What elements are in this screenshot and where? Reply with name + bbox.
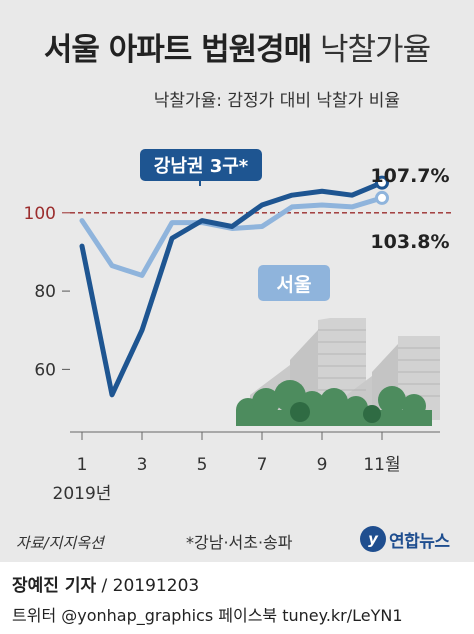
logo-mark: y — [360, 526, 386, 552]
facebook-link: 페이스북 tuney.kr/LeYN1 — [218, 606, 403, 625]
x-tick-label-5: 5 — [197, 455, 208, 475]
gangnam-end-value: 107.7% — [370, 165, 449, 187]
series-line-1 — [79, 195, 385, 278]
logo-text: 연합뉴스 — [389, 531, 450, 552]
footnote: *강남·서초·송파 — [186, 533, 293, 552]
gangnam-label-text: 강남권 3구* — [154, 156, 249, 177]
credit-separator: / — [101, 576, 113, 596]
seoul-end-value: 103.8% — [370, 231, 449, 253]
x-tick-label-7: 7 — [257, 455, 268, 475]
series-labels: 강남권 3구* 서울 107.7% 103.8% — [140, 149, 450, 301]
chart-panel — [0, 0, 474, 562]
credit-line: 장예진 기자 / 20191203 — [12, 571, 199, 596]
axes: 60 80 100 1 3 5 7 9 11월 2019년 — [24, 204, 440, 504]
title-sub: 낙찰가율 — [320, 32, 431, 68]
y-tick-label-60: 60 — [34, 360, 56, 380]
line-chart: 60 80 100 1 3 5 7 9 11월 2019년 강남권 3구* 서울 107.7% 103.… — [24, 149, 452, 504]
social-line: 트위터 @yonhap_graphics 페이스북 tuney.kr/LeYN1 — [12, 602, 403, 626]
x-tick-label-1: 1 — [77, 455, 88, 475]
page-title: 서울 아파트 법원경매 낙찰가율 — [0, 24, 474, 69]
x-tick-label-9: 9 — [317, 455, 328, 475]
title-main: 서울 아파트 법원경매 — [43, 32, 312, 68]
seoul-label-text: 서울 — [277, 274, 312, 296]
apartment-illustration — [236, 318, 440, 426]
chart-subtitle: 낙찰가율: 감정가 대비 낙찰가 비율 — [153, 91, 400, 111]
seoul-label-box — [258, 265, 330, 301]
source-note: 자료/지지옥션 — [16, 534, 104, 552]
x-year-label: 2019년 — [53, 484, 112, 504]
x-tick-label-11: 11월 — [363, 455, 400, 475]
series-end-point-0 — [375, 175, 389, 190]
series-end-point-1 — [375, 190, 389, 205]
series-lines — [79, 175, 389, 398]
twitter-handle: 트위터 @yonhap_graphics — [12, 606, 214, 625]
series-line-0 — [79, 180, 385, 398]
yonhap-logo: y 연합뉴스 — [360, 525, 450, 553]
y-tick-label-100: 100 — [24, 204, 56, 224]
gangnam-label-box — [140, 149, 262, 181]
date: 20191203 — [112, 576, 200, 596]
x-tick-label-3: 3 — [137, 455, 148, 475]
author: 장예진 기자 — [12, 576, 97, 596]
y-tick-label-80: 80 — [34, 282, 56, 302]
